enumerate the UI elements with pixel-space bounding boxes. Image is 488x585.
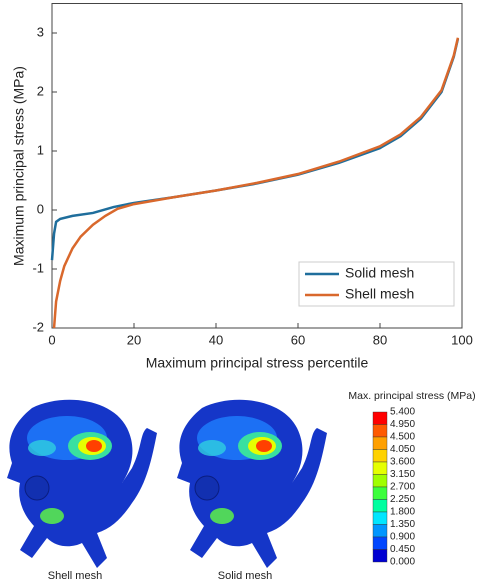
colorbar-label: 3.150 <box>390 469 415 480</box>
colorbar-band <box>373 475 387 488</box>
y-tick-label: -1 <box>32 260 44 275</box>
y-tick-label: 0 <box>37 201 44 216</box>
figure: Maximum principal stress percentile Maxi… <box>0 0 488 585</box>
colorbar-label: 4.950 <box>390 419 415 430</box>
colorbar-label: 2.700 <box>390 482 415 493</box>
colorbar-title: Max. principal stress (MPa) <box>348 390 475 402</box>
colorbar-band <box>373 512 387 525</box>
y-tick-label: -2 <box>32 319 44 334</box>
legend-label: Solid mesh <box>345 265 414 281</box>
colorbar-label: 2.250 <box>390 494 415 505</box>
colorbar-band <box>373 450 387 463</box>
x-tick-label: 20 <box>127 332 141 347</box>
y-tick-label: 2 <box>37 83 44 98</box>
solid-mesh-image <box>177 400 327 568</box>
colorbar-label: 5.400 <box>390 407 415 418</box>
colorbar-band <box>373 412 387 425</box>
colorbar-label: 4.050 <box>390 444 415 455</box>
x-tick-label: 60 <box>291 332 305 347</box>
colorbar-band <box>373 500 387 513</box>
page: {"chart_data": {"type": "line", "xlabel"… <box>0 0 488 585</box>
colorbar-band <box>373 462 387 475</box>
colorbar-label: 0.000 <box>390 557 415 568</box>
colorbar-label: 1.350 <box>390 519 415 530</box>
colorbar-label: 0.900 <box>390 532 415 543</box>
colorbar-label: 1.800 <box>390 507 415 518</box>
x-tick-label: 80 <box>373 332 387 347</box>
colorbar-band <box>373 487 387 500</box>
colorbar-band <box>373 550 387 563</box>
series-line <box>52 39 458 260</box>
colorbar-band <box>373 537 387 550</box>
x-axis-label: Maximum principal stress percentile <box>146 355 369 371</box>
colorbar-label: 4.500 <box>390 432 415 443</box>
colorbar-band <box>373 425 387 438</box>
x-tick-label: 0 <box>48 332 55 347</box>
y-axis-label: Maximum principal stress (MPa) <box>11 66 27 266</box>
caption: Solid mesh <box>218 570 272 582</box>
caption: Shell mesh <box>48 570 102 582</box>
x-tick-label: 100 <box>451 332 473 347</box>
x-tick-label: 40 <box>209 332 223 347</box>
shell-mesh-image <box>7 400 157 568</box>
y-tick-label: 3 <box>37 24 44 39</box>
colorbar-band <box>373 525 387 538</box>
colorbar-label: 0.450 <box>390 544 415 555</box>
y-tick-label: 1 <box>37 142 44 157</box>
colorbar-band <box>373 437 387 450</box>
legend-label: Shell mesh <box>345 286 414 302</box>
colorbar-label: 3.600 <box>390 457 415 468</box>
